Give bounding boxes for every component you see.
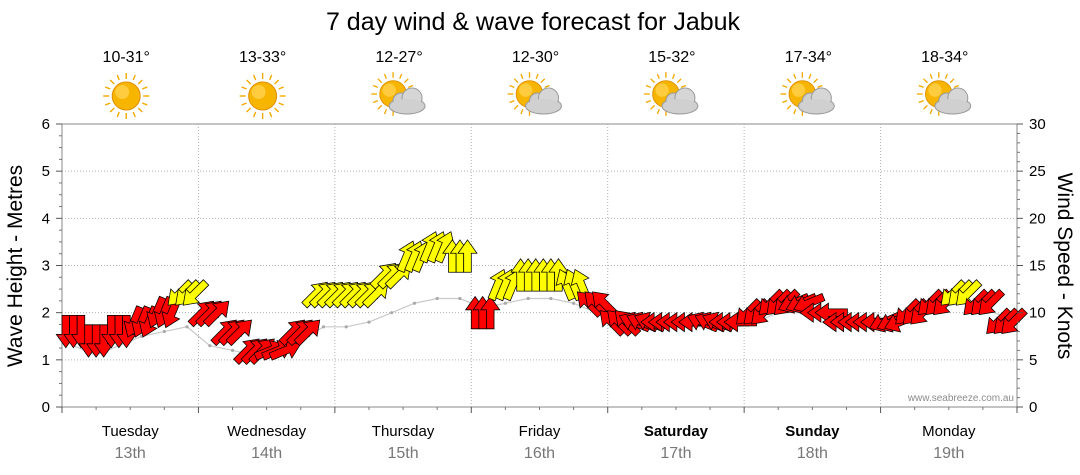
wind-arrow	[202, 300, 230, 328]
temp-range: 10-31°	[103, 49, 150, 66]
day-label: Tuesday	[102, 423, 159, 440]
date-label: 17th	[660, 445, 691, 462]
partly-cloudy-icon	[370, 71, 426, 117]
partly-cloudy-icon	[779, 71, 835, 117]
date-label: 14th	[251, 445, 282, 462]
wave-height-point	[185, 325, 189, 329]
wave-height-point	[390, 311, 394, 315]
left-tick-label: 6	[42, 116, 50, 133]
sun-icon	[238, 72, 287, 120]
temp-range: 12-30°	[512, 49, 559, 66]
left-tick-label: 5	[42, 163, 50, 180]
partly-cloudy-icon	[643, 71, 699, 117]
temp-range: 13-33°	[239, 49, 286, 66]
day-label: Thursday	[372, 423, 435, 440]
temp-range: 17-34°	[785, 49, 832, 66]
wave-height-point	[162, 329, 166, 334]
sun-icon	[102, 72, 150, 120]
temp-range: 12-27°	[375, 49, 422, 66]
date-label: 16th	[524, 445, 555, 462]
wave-height-point	[208, 344, 212, 348]
wave-height-point	[321, 325, 326, 329]
left-tick-label: 0	[42, 399, 50, 416]
right-tick-label: 5	[1029, 352, 1037, 369]
wind-arrow	[182, 279, 210, 306]
credit-text: www.seabreeze.com.au	[907, 393, 1014, 404]
wind-arrow	[293, 319, 321, 347]
day-label: Saturday	[644, 423, 709, 440]
temp-range: 18-34°	[921, 49, 968, 66]
wave-height-point	[526, 296, 530, 301]
right-tick-label: 30	[1029, 116, 1046, 133]
right-tick-label: 15	[1029, 258, 1046, 275]
left-tick-label: 1	[42, 352, 50, 369]
wind-arrow	[1001, 307, 1028, 334]
wave-height-point	[458, 296, 462, 301]
day-label: Monday	[922, 423, 976, 440]
date-label: 18th	[797, 445, 828, 462]
day-label: Friday	[519, 423, 561, 440]
wind-arrow	[457, 239, 478, 273]
left-axis-title: Wave Height - Metres	[4, 165, 27, 367]
partly-cloudy-icon	[916, 71, 972, 117]
left-tick-label: 2	[42, 305, 50, 322]
date-label: 19th	[933, 445, 964, 462]
wave-height-point	[230, 348, 235, 352]
wave-height-point	[503, 301, 507, 305]
right-tick-label: 20	[1029, 210, 1046, 227]
partly-cloudy-icon	[506, 71, 562, 117]
wave-height-point	[412, 301, 417, 305]
wind-arrow	[978, 288, 1006, 316]
date-label: 15th	[388, 445, 419, 462]
day-label: Sunday	[785, 423, 840, 440]
date-label: 13th	[115, 445, 146, 462]
temp-range: 15-32°	[648, 49, 695, 66]
right-tick-label: 10	[1029, 305, 1046, 322]
wind-arrow	[479, 295, 501, 330]
left-tick-label: 4	[42, 210, 50, 227]
day-label: Wednesday	[227, 423, 306, 440]
right-axis-title: Wind Speed - Knots	[1053, 173, 1076, 360]
wave-height-point	[367, 320, 371, 324]
chart-title: 7 day wind & wave forecast for Jabuk	[326, 8, 741, 36]
wave-height-point	[435, 296, 439, 301]
wave-height-point	[344, 325, 348, 329]
left-tick-label: 3	[42, 258, 50, 275]
wave-height-point	[549, 296, 553, 301]
wave-height-point	[572, 301, 576, 305]
wind-arrow	[225, 319, 252, 347]
right-tick-label: 0	[1029, 399, 1037, 416]
right-tick-label: 25	[1029, 163, 1046, 180]
